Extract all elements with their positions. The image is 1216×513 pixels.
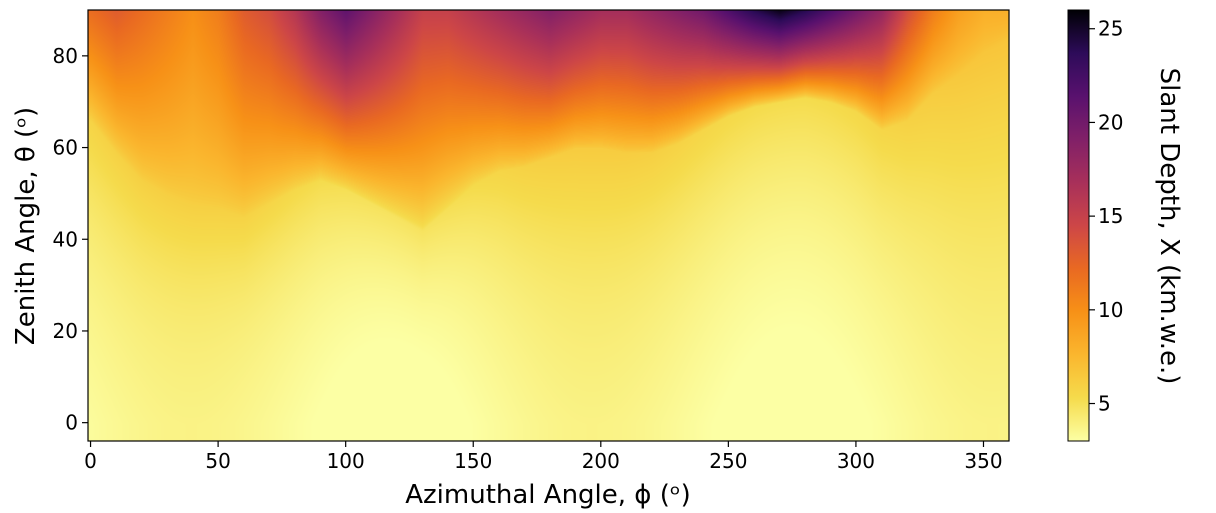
y-axis: 0 20 40 60 80	[53, 44, 88, 435]
y-tick-label: 80	[53, 44, 78, 68]
x-tick-label: 100	[327, 449, 365, 473]
x-tick-label: 300	[837, 449, 875, 473]
x-tick-label: 250	[709, 449, 747, 473]
x-tick-label: 0	[84, 449, 97, 473]
colorbar-ticks: 5 10 15 20 25	[1089, 17, 1123, 416]
y-axis-label: Zenith Angle, θ (ᵒ)	[11, 107, 41, 345]
colorbar-tick-label: 25	[1098, 17, 1123, 41]
y-tick-label: 0	[65, 411, 78, 435]
heatmap-image	[88, 10, 1009, 441]
x-axis-label: Azimuthal Angle, ϕ (ᵒ)	[405, 480, 691, 510]
colorbar: 5 10 15 20 25 Slant Depth, X (km.w.e.)	[1067, 9, 1184, 442]
heatmap-plot-area	[87, 9, 1010, 442]
y-tick-label: 20	[53, 319, 78, 343]
x-tick-label: 150	[454, 449, 492, 473]
y-tick-label: 60	[53, 136, 78, 160]
y-tick-label: 40	[53, 227, 78, 251]
x-axis: 0 50 100 150 200 250 300 350	[84, 441, 1003, 473]
x-tick-label: 350	[964, 449, 1002, 473]
colorbar-tick-label: 10	[1098, 298, 1123, 322]
plot-frame	[87, 9, 1010, 442]
x-tick-label: 200	[582, 449, 620, 473]
colorbar-tick-label: 5	[1098, 392, 1111, 416]
colorbar-label: Slant Depth, X (km.w.e.)	[1154, 68, 1184, 385]
x-tick-label: 50	[205, 449, 230, 473]
colorbar-bar	[1067, 9, 1090, 442]
colorbar-tick-label: 20	[1098, 110, 1123, 134]
colorbar-tick-label: 15	[1098, 204, 1123, 228]
